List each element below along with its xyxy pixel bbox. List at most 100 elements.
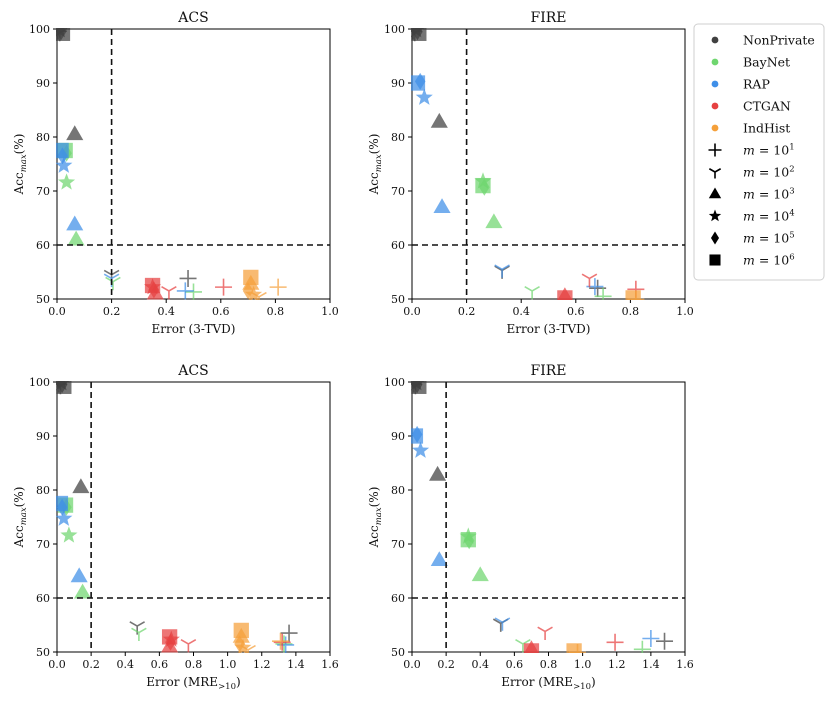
y-tick-label: 60 (391, 239, 405, 252)
point-ctgan-star (162, 630, 180, 647)
y-tick-label: 90 (36, 77, 50, 90)
legend-box (693, 23, 825, 281)
point-nonprivate-triangle (429, 465, 447, 481)
point-rap-plus (277, 636, 295, 653)
point-rap-plus (642, 630, 660, 647)
panel-acs-tvd: ACS 0.0 0.2 0.4 0.6 0.8 1.0 50 60 70 80 90 100 Error … (12, 10, 339, 336)
points-layer (411, 381, 674, 653)
legend-dot-indhist (711, 124, 719, 132)
x-tick-label: 1.2 (608, 658, 626, 671)
axes-frame (411, 28, 686, 300)
point-rap-diamond (414, 72, 426, 90)
x-tick-label: 0.2 (458, 305, 476, 318)
point-ctgan-plus (273, 633, 291, 651)
y-tick-label: 50 (36, 293, 50, 306)
point-rap-tri_down (494, 264, 510, 278)
y-tick-label: 100 (384, 23, 405, 36)
x-tick-label: 1.4 (287, 658, 305, 671)
point-rap-triangle (70, 567, 88, 583)
panel-title: FIRE (530, 363, 566, 379)
legend-label-nonprivate: NonPrivate (743, 33, 815, 48)
y-tick-label: 80 (36, 484, 50, 497)
points-layer (56, 28, 287, 300)
y-tick-label: 100 (29, 376, 50, 389)
legend-label-baynet: BayNet (743, 55, 790, 70)
point-baynet-tri_down (131, 627, 147, 642)
y-tick-label: 70 (36, 185, 50, 198)
point-rap-star (415, 88, 433, 105)
point-rap-star (412, 441, 430, 458)
point-baynet-tri_down (105, 276, 121, 291)
x-tick-label: 0.4 (512, 305, 530, 318)
legend-label-m-5: m = 105 (743, 231, 795, 246)
point-nonprivate-plus (179, 269, 197, 287)
point-baynet-plus (185, 283, 202, 300)
y-tick-label: 100 (384, 376, 405, 389)
point-nonprivate-tri_down (129, 621, 145, 635)
legend-marker-star-icon (708, 209, 722, 222)
point-nonprivate-plus (280, 624, 298, 642)
x-tick-label: 0.4 (157, 305, 175, 318)
x-tick-label: 1.0 (321, 305, 339, 318)
x-tick-label: 0.2 (103, 305, 121, 318)
point-nonprivate-plus (656, 632, 674, 650)
point-baynet-tri_down (524, 285, 540, 300)
x-tick-label: 1.0 (219, 658, 237, 671)
point-ctgan-plus (215, 278, 233, 296)
point-baynet-plus (275, 635, 293, 653)
x-tick-label: 1.6 (676, 658, 694, 671)
x-tick-label: 1.4 (642, 658, 660, 671)
legend-label-rap: RAP (743, 77, 770, 92)
panel-acs-mre: ACS 0.0 0.2 0.4 0.6 0.8 1.0 1.2 1.4 1.6 50 60 70 80 90… (12, 363, 339, 692)
legend-marker-diamond-icon (710, 231, 720, 245)
point-baynet-plus (594, 287, 612, 300)
point-indhist-triangle (232, 627, 250, 643)
y-tick-label: 60 (36, 592, 50, 605)
legend-dot-ctgan (711, 102, 719, 110)
x-tick-label: 1.2 (253, 658, 271, 671)
legend-marker-square-icon (709, 254, 721, 266)
axes-frame (56, 381, 331, 653)
point-nonprivate-square (56, 381, 72, 394)
legend-marker-triangle-icon (708, 187, 722, 199)
point-rap-triangle (430, 551, 448, 567)
point-baynet-star (474, 172, 492, 189)
y-axis-label: Accmax(%) (12, 487, 29, 549)
x-axis-label: Error (3-TVD) (507, 322, 591, 336)
point-baynet-triangle (471, 566, 489, 582)
point-indhist-square (625, 290, 641, 300)
point-ctgan-tri_down (161, 285, 177, 300)
y-tick-label: 50 (391, 293, 405, 306)
legend-label-indhist: IndHist (743, 121, 790, 136)
x-tick-label: 0.6 (212, 305, 230, 318)
point-indhist-tri_down (251, 291, 267, 300)
point-baynet-triangle (74, 583, 92, 599)
point-ctgan-plus (606, 633, 624, 651)
legend-label-m-2: m = 102 (743, 165, 795, 180)
legend-dot-nonprivate (711, 36, 719, 44)
point-baynet-triangle (67, 230, 85, 246)
x-tick-label: 0.4 (117, 658, 135, 671)
panel-fire-tvd: FIRE 0.0 0.2 0.4 0.6 0.8 1.0 50 60 70 80 90 100 Error… (367, 10, 694, 336)
y-axis-label: Accmax(%) (12, 134, 29, 196)
y-axis-label: Accmax(%) (367, 487, 384, 549)
y-tick-label: 80 (391, 131, 405, 144)
legend-marker-plus-icon (708, 143, 722, 157)
point-ctgan-triangle (161, 637, 179, 653)
legend: NonPrivate BayNet RAP CTGAN IndHist m = 101 m … (693, 23, 825, 281)
point-nonprivate-triangle (66, 125, 84, 141)
y-tick-label: 100 (29, 23, 50, 36)
point-baynet-star (58, 173, 76, 190)
x-tick-label: 0.8 (267, 305, 285, 318)
point-indhist-plus (627, 291, 645, 300)
point-indhist-square (566, 643, 582, 653)
y-tick-label: 90 (391, 430, 405, 443)
point-nonprivate-triangle (72, 478, 90, 494)
legend-label-m-3: m = 103 (743, 187, 795, 202)
point-ctgan-tri_down (180, 638, 197, 653)
x-tick-label: 0.2 (82, 658, 100, 671)
points-layer (56, 381, 298, 653)
panel-title: ACS (177, 10, 208, 26)
y-tick-label: 70 (391, 185, 405, 198)
